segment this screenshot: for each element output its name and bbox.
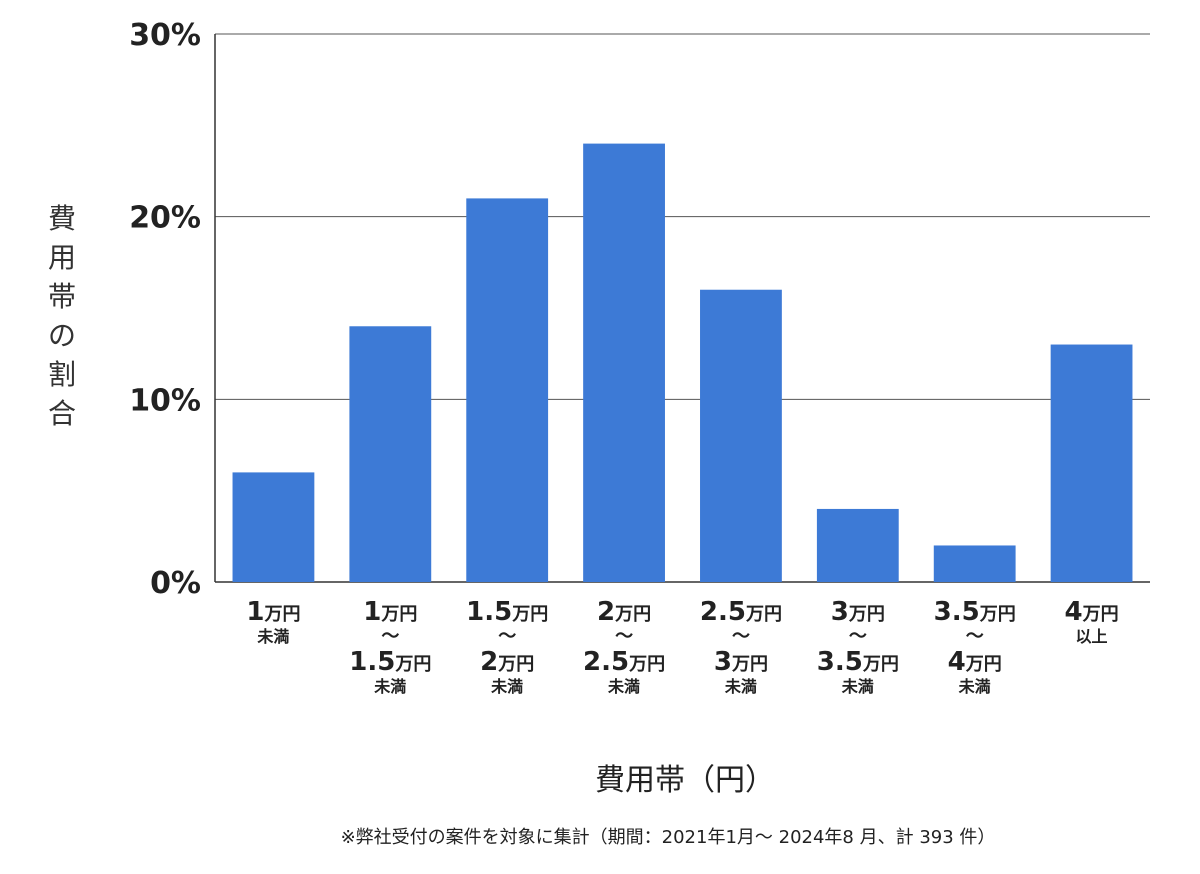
y-tick-labels: 0% 10% 20% 30% — [129, 18, 201, 601]
y-tick-label: 20% — [129, 201, 201, 236]
svg-text:2.5万円: 2.5万円 — [700, 597, 782, 627]
svg-text:2万円: 2万円 — [597, 597, 651, 627]
svg-text:未満: 未満 — [607, 677, 640, 696]
footnote: ※弊社受付の案件を対象に集計（期間：2021年1月〜 2024年8 月、計 39… — [341, 827, 996, 848]
bars — [232, 143, 1133, 582]
svg-text:4万円: 4万円 — [948, 647, 1002, 677]
bar — [700, 289, 782, 582]
svg-text:4万円: 4万円 — [1065, 597, 1119, 627]
y-axis-label: 費用帯の割合 — [48, 202, 76, 430]
svg-text:〜: 〜 — [615, 626, 633, 647]
svg-text:未満: 未満 — [490, 677, 523, 696]
bar — [1050, 344, 1133, 582]
svg-text:未満: 未満 — [256, 627, 289, 646]
svg-text:3万円: 3万円 — [831, 597, 885, 627]
x-axis-label: 費用帯（円） — [595, 763, 775, 798]
svg-text:〜: 〜 — [381, 626, 399, 647]
svg-text:以上: 以上 — [1076, 627, 1108, 646]
bar — [583, 143, 665, 582]
svg-text:1.5万円: 1.5万円 — [466, 597, 548, 627]
svg-text:3万円: 3万円 — [714, 647, 768, 677]
y-tick-label: 10% — [129, 383, 201, 418]
svg-text:〜: 〜 — [966, 626, 984, 647]
y-tick-label: 30% — [129, 18, 201, 53]
svg-text:2.5万円: 2.5万円 — [583, 647, 665, 677]
svg-text:3.5万円: 3.5万円 — [934, 597, 1016, 627]
bar — [816, 508, 899, 582]
bar — [349, 326, 432, 582]
y-tick-label: 0% — [150, 566, 201, 601]
svg-text:〜: 〜 — [849, 626, 867, 647]
svg-text:〜: 〜 — [732, 626, 750, 647]
svg-text:2万円: 2万円 — [480, 647, 534, 677]
bar — [466, 198, 549, 582]
bar — [933, 545, 1016, 582]
svg-text:3.5万円: 3.5万円 — [817, 647, 899, 677]
svg-text:未満: 未満 — [724, 677, 757, 696]
svg-text:1万円: 1万円 — [246, 597, 300, 627]
svg-text:〜: 〜 — [498, 626, 516, 647]
svg-text:1万円: 1万円 — [363, 597, 417, 627]
x-category-labels: 1万円未満1万円〜1.5万円未満1.5万円〜2万円未満2万円〜2.5万円未満2.… — [246, 597, 1118, 696]
svg-text:未満: 未満 — [958, 677, 991, 696]
svg-text:未満: 未満 — [373, 677, 406, 696]
bar — [232, 472, 315, 582]
svg-text:1.5万円: 1.5万円 — [349, 647, 431, 677]
svg-text:未満: 未満 — [841, 677, 874, 696]
